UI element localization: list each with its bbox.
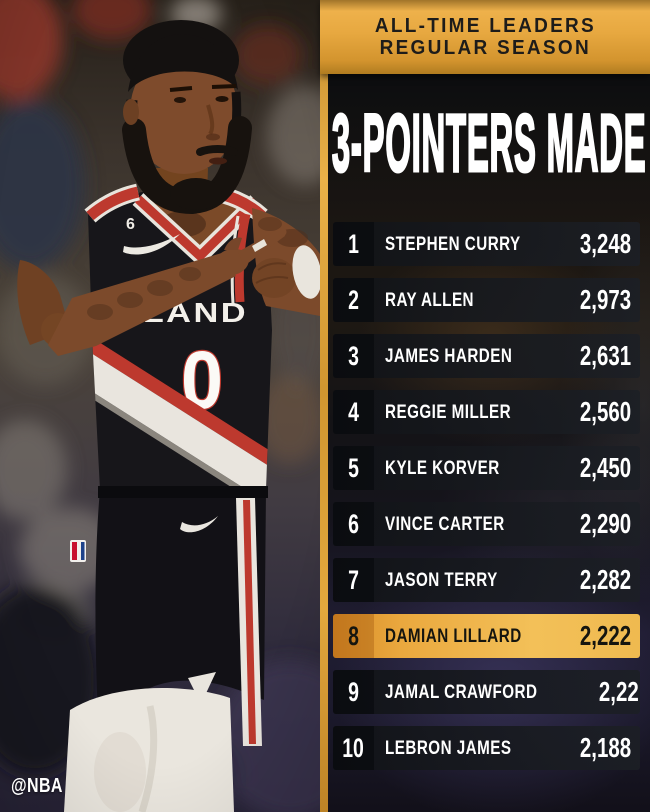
player-name-cell: JAMES HARDEN	[385, 345, 561, 368]
rank-number: 3	[348, 340, 359, 371]
player-name-text: JAMAL CRAWFORD	[385, 680, 538, 703]
player-name-text: STEPHEN CURRY	[385, 232, 521, 255]
gold-edge-strip	[320, 0, 328, 812]
player-name-text: JAMES HARDEN	[385, 344, 513, 367]
rank-number: 7	[348, 564, 359, 595]
rank-number: 5	[348, 452, 359, 483]
player-name-text: RAY ALLEN	[385, 288, 475, 311]
rank-number: 6	[348, 508, 359, 539]
rank-cell: 7	[333, 558, 374, 602]
rank-number: 8	[348, 620, 359, 651]
stat-value-text: 2,222	[579, 620, 631, 651]
stat-value-cell: 2,560	[561, 396, 631, 428]
stat-value-cell: 2,282	[561, 564, 631, 596]
stat-value-text: 2,282	[579, 564, 631, 595]
stat-value-text: 2,560	[579, 396, 631, 427]
stat-value-cell: 2,973	[561, 284, 631, 316]
rank-cell: 4	[333, 390, 374, 434]
stat-value-cell: 2,221	[580, 676, 640, 708]
leaderboard-row: 10 LEBRON JAMES 2,188	[333, 726, 640, 770]
stat-value-text: 2,973	[579, 284, 631, 315]
leaderboard-row: 4 REGGIE MILLER 2,560	[333, 390, 640, 434]
title-wrap: 3-POINTERS MADE	[328, 74, 650, 214]
stat-value-text: 3,248	[579, 228, 631, 259]
player-name-text: REGGIE MILLER	[385, 400, 512, 423]
stat-value-text: 2,631	[579, 340, 631, 371]
player-name-cell: RAY ALLEN	[385, 289, 561, 312]
banner: ALL-TIME LEADERS REGULAR SEASON	[320, 0, 650, 74]
player-name-cell: DAMIAN LILLARD	[385, 625, 561, 648]
leaderboard-panel: ALL-TIME LEADERS REGULAR SEASON 3-POINTE…	[320, 0, 650, 812]
stat-value-cell: 2,450	[561, 452, 631, 484]
player-name-text: DAMIAN LILLARD	[385, 624, 522, 647]
leaderboard-row: 1 STEPHEN CURRY 3,248	[333, 222, 640, 266]
rank-cell: 1	[333, 222, 374, 266]
player-photo-illustration: 6 RTLAND 0	[0, 0, 320, 812]
rank-cell: 10	[333, 726, 374, 770]
leaderboard-row: 5 KYLE KORVER 2,450	[333, 446, 640, 490]
player-name-text: KYLE KORVER	[385, 456, 500, 479]
leaderboard-rows: 1 STEPHEN CURRY 3,248 2 RAY ALLEN 2,973 …	[333, 222, 640, 770]
player-name-cell: REGGIE MILLER	[385, 401, 561, 424]
stat-value-cell: 2,188	[561, 732, 631, 764]
stat-value-cell: 2,290	[561, 508, 631, 540]
rank-cell: 2	[333, 278, 374, 322]
page-title: 3-POINTERS MADE	[331, 98, 647, 189]
stat-value-text: 2,221	[599, 676, 640, 707]
stat-value-text: 2,188	[579, 732, 631, 763]
leaderboard-row: 7 JASON TERRY 2,282	[333, 558, 640, 602]
rank-cell: 8	[333, 614, 374, 658]
leaderboard-row: 2 RAY ALLEN 2,973	[333, 278, 640, 322]
player-name-cell: VINCE CARTER	[385, 513, 561, 536]
rank-number: 9	[348, 676, 359, 707]
stat-value-text: 2,450	[579, 452, 631, 483]
leaderboard-row: 3 JAMES HARDEN 2,631	[333, 334, 640, 378]
stat-value-text: 2,290	[579, 508, 631, 539]
stat-value-cell: 2,631	[561, 340, 631, 372]
stat-value-cell: 3,248	[561, 228, 631, 260]
nba-watermark: @NBA	[11, 775, 63, 797]
rank-cell: 6	[333, 502, 374, 546]
rank-cell: 5	[333, 446, 374, 490]
rank-number: 1	[348, 228, 359, 259]
rank-number: 4	[348, 396, 359, 427]
leaderboard-row: 9 JAMAL CRAWFORD 2,221	[333, 670, 640, 714]
leaderboard-row: 8 DAMIAN LILLARD 2,222	[333, 614, 640, 658]
vignette-overlay	[0, 0, 320, 812]
stat-value-cell: 2,222	[561, 620, 631, 652]
player-name-cell: JAMAL CRAWFORD	[385, 681, 580, 704]
player-name-cell: STEPHEN CURRY	[385, 233, 561, 256]
player-name-cell: JASON TERRY	[385, 569, 561, 592]
rank-cell: 3	[333, 334, 374, 378]
player-name-cell: LEBRON JAMES	[385, 737, 561, 760]
player-photo: 6 RTLAND 0	[0, 0, 320, 812]
player-name-text: LEBRON JAMES	[385, 736, 512, 759]
player-name-text: VINCE CARTER	[385, 512, 505, 535]
rank-number: 2	[348, 284, 359, 315]
banner-line-1: ALL-TIME LEADERS	[374, 15, 596, 37]
rank-number: 10	[342, 732, 365, 763]
player-name-cell: KYLE KORVER	[385, 457, 561, 480]
rank-cell: 9	[333, 670, 374, 714]
banner-line-2: REGULAR SEASON	[379, 37, 591, 59]
leaderboard-row: 6 VINCE CARTER 2,290	[333, 502, 640, 546]
player-name-text: JASON TERRY	[385, 568, 498, 591]
